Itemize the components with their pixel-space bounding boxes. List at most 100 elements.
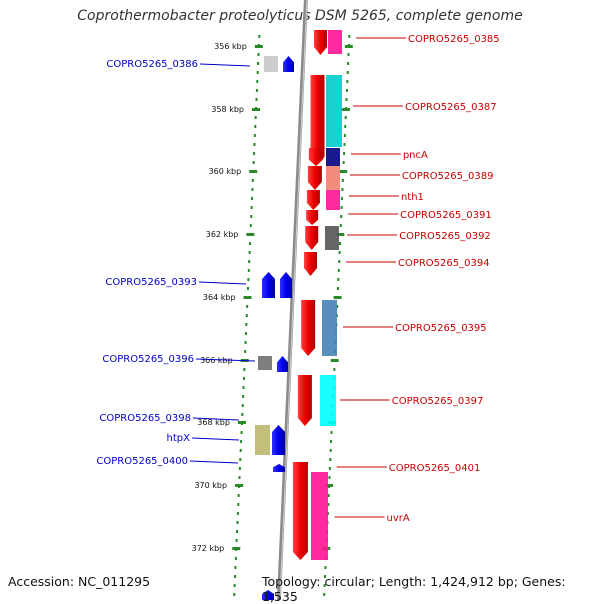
ruler-dot-left: [244, 332, 247, 335]
reverse-gene-arrow: [262, 590, 274, 600]
forward-gene-arrow: [304, 252, 318, 276]
genome-title: Coprothermobacter proteolyticus DSM 5265…: [77, 8, 523, 24]
ruler-dot-right: [347, 53, 350, 56]
ruler-dot-right: [327, 494, 330, 497]
ruler-dot-left: [234, 557, 237, 560]
gene-label-leader: [189, 460, 239, 464]
cog-category-box: [320, 375, 336, 426]
cog-category-box: [326, 166, 340, 190]
forward-gene-arrow: [307, 166, 322, 190]
forward-gene-arrow: [301, 300, 316, 356]
ruler-dot-left: [241, 404, 244, 407]
ruler-dot-left: [235, 539, 238, 542]
ruler-tick: [254, 45, 263, 48]
gene-label-right: COPRO5265_0391: [400, 210, 492, 221]
forward-gene-arrow: [306, 190, 320, 210]
gene-label-left: COPRO5265_0393: [105, 277, 197, 288]
ruler-tick: [344, 45, 353, 48]
ruler-dot-left: [256, 80, 259, 83]
ruler-dot-right: [336, 305, 339, 308]
ruler-tick-label: 358 kbp: [211, 105, 244, 114]
reverse-gene-arrow: [283, 56, 294, 72]
ruler-dot-left: [249, 224, 252, 227]
ruler-dot-left: [237, 494, 240, 497]
ruler-dot-right: [327, 503, 330, 506]
ruler-dot-left: [251, 179, 254, 182]
reverse-gene-arrow: [262, 272, 275, 298]
ruler-dot-right: [348, 35, 351, 38]
ruler-dot-left: [248, 260, 251, 263]
cog-category-box: [328, 30, 342, 54]
ruler-tick-label: 368 kbp: [197, 418, 230, 427]
gene-label-left: COPRO5265_0400: [96, 456, 188, 467]
ruler-dot-left: [239, 458, 242, 461]
ruler-dot-right: [336, 287, 339, 290]
gene-label-leader: [191, 437, 240, 441]
ruler-dot-left: [251, 188, 254, 191]
ruler-dot-right: [340, 206, 343, 209]
ruler-dot-left: [243, 368, 246, 371]
gene-label-right: uvrA: [387, 513, 410, 524]
ruler-dot-left: [242, 377, 245, 380]
gene-label-left: COPRO5265_0386: [106, 59, 198, 70]
ruler-tick: [341, 108, 350, 111]
ruler-tick-label: 360 kbp: [209, 167, 242, 176]
ruler-dot-left: [240, 431, 243, 434]
ruler-dot-left: [239, 449, 242, 452]
gene-label-right: nth1: [401, 192, 424, 203]
ruler-dot-right: [330, 431, 333, 434]
ruler-dot-left: [257, 62, 260, 65]
ruler-dot-left: [247, 269, 250, 272]
gene-label-left: COPRO5265_0396: [102, 354, 194, 365]
genome-backbone: [276, 0, 308, 600]
ruler-dot-left: [241, 413, 244, 416]
ruler-tick-label: 366 kbp: [200, 356, 233, 365]
ruler-dot-right: [324, 566, 327, 569]
forward-gene-arrow: [310, 75, 325, 165]
gene-label-right: COPRO5265_0385: [408, 34, 500, 45]
gene-label-right: COPRO5265_0397: [392, 396, 484, 407]
ruler-tick: [330, 359, 339, 362]
ruler-dot-right: [337, 269, 340, 272]
ruler-tick-label: 372 kbp: [192, 544, 225, 553]
gene-label-leader: [195, 358, 256, 362]
ruler-dot-right: [323, 593, 326, 596]
ruler-dot-right: [337, 278, 340, 281]
ruler-tick-label: 356 kbp: [214, 42, 247, 51]
ruler-dot-right: [346, 80, 349, 83]
ruler-dot-left: [255, 98, 258, 101]
cog-category-box: [325, 226, 339, 250]
ruler-dot-left: [236, 521, 239, 524]
cog-category-box: [326, 190, 340, 210]
ruler-dot-left: [247, 278, 250, 281]
ruler-dot-right: [338, 260, 341, 263]
ruler-dot-right: [344, 116, 347, 119]
ruler-dot-right: [333, 368, 336, 371]
ruler-tick: [333, 296, 342, 299]
accession-text: Accession: NC_011295: [8, 574, 151, 589]
ruler-dot-right: [345, 89, 348, 92]
cog-category-box: [326, 75, 342, 147]
ruler-dot-left: [254, 125, 257, 128]
cog-category-box: [255, 425, 270, 455]
ruler-dot-left: [253, 134, 256, 137]
ruler-dot-left: [244, 341, 247, 344]
ruler-dot-left: [254, 116, 257, 119]
reverse-gene-arrow: [272, 425, 285, 455]
cog-category-box: [264, 56, 278, 72]
ruler-dot-right: [341, 197, 344, 200]
ruler-dot-right: [342, 161, 345, 164]
ruler-dot-right: [323, 584, 326, 587]
ruler-dot-right: [329, 449, 332, 452]
ruler-tick: [249, 170, 258, 173]
ruler-tick: [339, 170, 348, 173]
ruler-tick: [251, 108, 260, 111]
ruler-dot-left: [238, 476, 241, 479]
gene-label-right: COPRO5265_0401: [389, 463, 481, 474]
ruler-dot-left: [249, 242, 252, 245]
ruler-dot-left: [236, 512, 239, 515]
genome-backbone-highlight: [279, 0, 308, 600]
ruler-dot-left: [244, 350, 247, 353]
ruler-dot-right: [347, 62, 350, 65]
cog-category-box: [258, 356, 272, 370]
